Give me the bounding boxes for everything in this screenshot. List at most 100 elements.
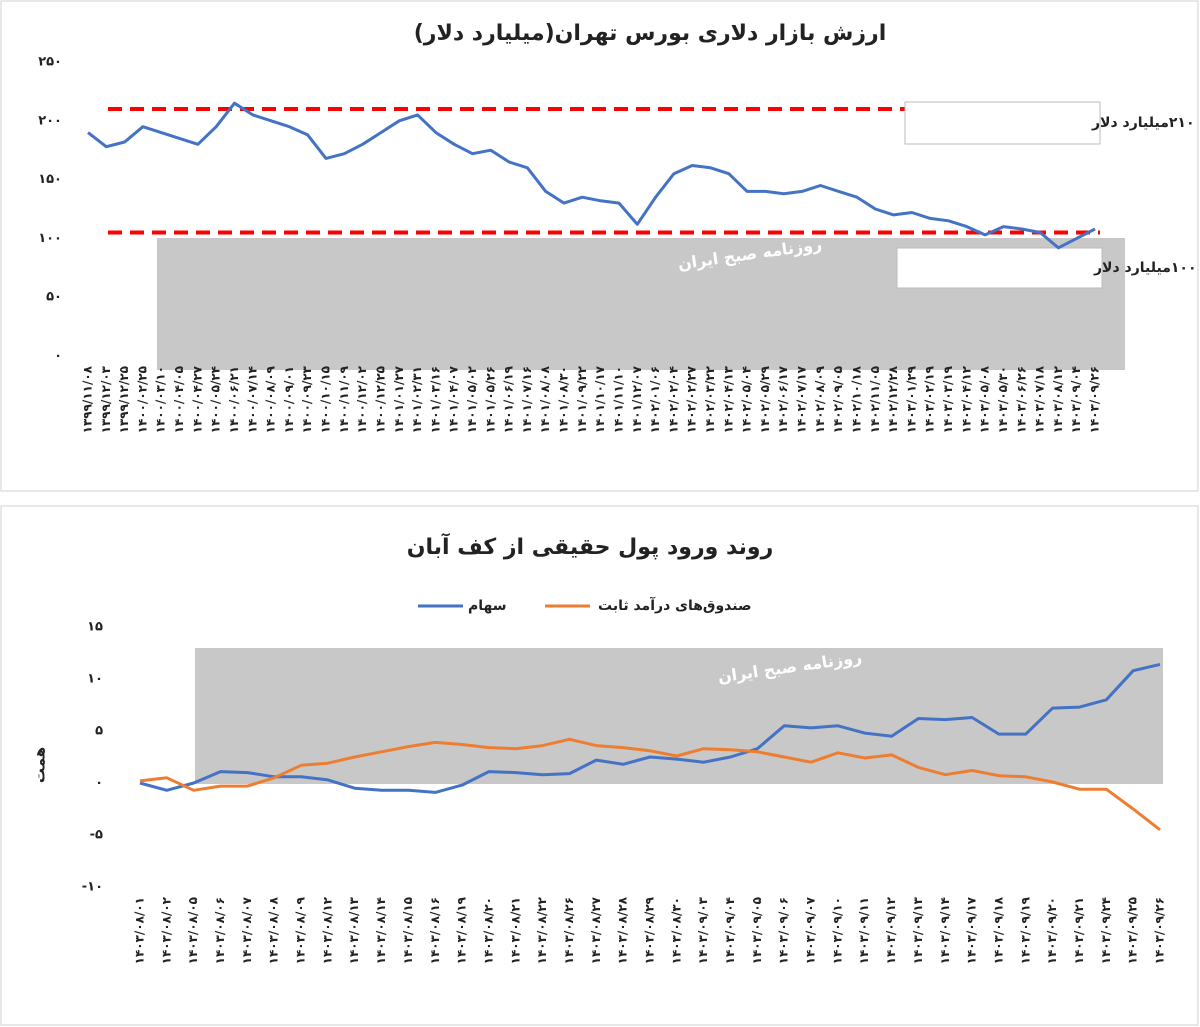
x-tick-label: ۱۴۰۱/۰۴/۰۷ bbox=[447, 365, 461, 433]
x-tick-label: ۱۴۰۳/۰۹/۰۵ bbox=[750, 897, 764, 964]
x-tick-label: ۱۴۰۰/۰۴/۲۷ bbox=[190, 365, 204, 433]
x-tick-label: ۱۴۰۳/۰۸/۰۱ bbox=[133, 897, 147, 964]
y-tick-label: ۰ bbox=[54, 349, 62, 364]
y-tick-label: ۱۵ bbox=[87, 620, 103, 635]
x-tick-label: ۱۴۰۲/۰۲/۰۴ bbox=[666, 366, 680, 433]
x-tick-label: ۱۴۰۰/۱۰/۱۵ bbox=[319, 366, 333, 433]
x-tick-label: ۱۴۰۰/۰۲/۲۵ bbox=[135, 366, 149, 433]
x-tick-label: ۱۴۰۳/۰۸/۱۴ bbox=[374, 897, 388, 964]
line-series bbox=[139, 662, 1161, 794]
x-tick-label: ۱۴۰۲/۱۲/۲۸ bbox=[886, 365, 900, 433]
x-tick-label: ۱۴۰۳/۰۹/۱۰ bbox=[830, 897, 844, 964]
x-tick-label: ۱۴۰۳/۰۸/۳۰ bbox=[669, 897, 683, 964]
legend-label: صندوق‌های درآمد ثابت bbox=[598, 596, 751, 614]
annotation-box bbox=[904, 101, 1101, 145]
x-tick-label: ۱۴۰۰/۱۲/۰۲ bbox=[355, 365, 369, 433]
x-tick-label: ۱۴۰۳/۰۹/۱۷ bbox=[965, 896, 979, 964]
x-tick-label: ۱۴۰۱/۰۲/۳۱ bbox=[410, 366, 424, 433]
x-tick-label: ۱۴۰۳/۰۸/۲۱ bbox=[508, 897, 522, 964]
x-tick-label: ۱۴۰۳/۰۸/۲۰ bbox=[481, 897, 495, 964]
x-tick-label: ۱۴۰۳/۰۶/۲۶ bbox=[1014, 366, 1028, 433]
watermark-band bbox=[195, 648, 1163, 784]
x-tick-label: ۱۴۰۳/۰۸/۲۶ bbox=[562, 897, 576, 964]
y-tick-label: ۵۰ bbox=[46, 290, 62, 305]
x-tick-label: ۱۴۰۳/۰۸/۱۶ bbox=[428, 897, 442, 964]
x-tick-label: ۱۴۰۳/۰۹/۰۴ bbox=[1069, 366, 1083, 433]
x-tick-label: ۱۴۰۰/۱۲/۲۵ bbox=[373, 366, 387, 433]
y-tick-label: ۲۵۰ bbox=[38, 55, 62, 70]
x-tick-label: ۱۴۰۰/۱۱/۰۹ bbox=[337, 365, 351, 433]
x-tick-label: ۱۴۰۳/۰۹/۰۳ bbox=[696, 896, 710, 964]
x-tick-label: ۱۴۰۰/۰۸/۰۹ bbox=[264, 365, 278, 433]
x-tick-label: ۱۴۰۰/۰۵/۲۴ bbox=[209, 366, 223, 433]
chart-title: روند ورود پول حقیقی از کف آبان bbox=[407, 532, 774, 560]
x-tick-label: ۱۴۰۳/۰۵/۳۰ bbox=[996, 366, 1010, 433]
x-tick-label: ۱۴۰۲/۰۹/۰۵ bbox=[831, 366, 845, 433]
x-tick-label: ۱۴۰۳/۰۲/۱۹ bbox=[923, 365, 937, 433]
x-tick-label: ۱۴۰۱/۰۶/۱۹ bbox=[502, 365, 516, 433]
x-tick-label: ۱۴۰۲/۰۸/۰۹ bbox=[813, 365, 827, 433]
x-tick-label: ۱۴۰۳/۰۹/۰۶ bbox=[777, 897, 791, 964]
x-tick-label: ۱۳۹۹/۱۲/۰۳ bbox=[99, 365, 113, 433]
y-tick-label: ۰ bbox=[95, 776, 103, 791]
x-tick-label: ۱۴۰۱/۰۹/۲۲ bbox=[575, 365, 589, 433]
x-tick-label: ۱۴۰۳/۰۸/۰۸ bbox=[267, 896, 281, 964]
x-tick-label: ۱۴۰۳/۰۹/۱۳ bbox=[911, 896, 925, 964]
chart-title: ارزش بازار دلاری بورس تهران(میلیارد دلار… bbox=[414, 21, 887, 46]
x-tick-label: ۱۴۰۲/۱۱/۰۵ bbox=[868, 366, 882, 433]
x-tick-label: ۱۴۰۳/۰۳/۱۹ bbox=[941, 365, 955, 433]
x-tick-label: ۱۴۰۳/۰۹/۲۰ bbox=[1045, 897, 1059, 964]
x-tick-label: ۱۴۰۲/۰۷/۱۷ bbox=[795, 365, 809, 433]
x-tick-label: ۱۴۰۳/۰۸/۱۲ bbox=[1051, 365, 1065, 433]
x-tick-label: ۱۳۹۹/۱۱/۰۸ bbox=[81, 365, 95, 433]
annotation: ۱۰۰میلیارد دلار bbox=[1093, 260, 1197, 276]
line-series bbox=[139, 737, 1161, 831]
y-axis-title: همت bbox=[31, 747, 49, 783]
x-tick-label: ۱۴۰۳/۰۷/۱۸ bbox=[1033, 365, 1047, 433]
x-tick-label: ۱۴۰۰/۰۶/۲۱ bbox=[227, 366, 241, 433]
x-tick-label: ۱۴۰۳/۰۸/۱۲ bbox=[320, 896, 334, 964]
x-tick-label: ۱۴۰۱/۰۸/۰۸ bbox=[538, 365, 552, 433]
x-tick-label: ۱۴۰۳/۰۸/۰۹ bbox=[294, 896, 308, 964]
x-tick-label: ۱۴۰۲/۰۶/۱۷ bbox=[776, 365, 790, 433]
y-tick-label: -۵ bbox=[90, 828, 103, 843]
x-tick-label: ۱۴۰۲/۰۳/۲۲ bbox=[703, 365, 717, 433]
y-tick-label: ۵ bbox=[95, 724, 103, 739]
x-tick-label: ۱۴۰۳/۰۸/۱۹ bbox=[455, 896, 469, 964]
x-tick-label: ۱۴۰۳/۰۸/۲۹ bbox=[643, 896, 657, 964]
x-tick-label: ۱۴۰۱/۱۰/۱۷ bbox=[593, 365, 607, 433]
x-tick-label: ۱۴۰۳/۰۹/۲۱ bbox=[1072, 897, 1086, 964]
x-tick-label: ۱۴۰۳/۰۹/۰۴ bbox=[723, 897, 737, 964]
x-tick-label: ۱۴۰۲/۱۰/۱۸ bbox=[849, 365, 863, 433]
x-tick-label: ۱۴۰۳/۰۸/۲۷ bbox=[589, 896, 603, 964]
y-tick-label: ۲۰۰ bbox=[38, 113, 62, 128]
x-tick-label: ۱۴۰۳/۰۹/۱۱ bbox=[857, 897, 871, 964]
x-tick-label: ۱۴۰۱/۱۱/۱۰ bbox=[611, 366, 625, 433]
x-tick-label: ۱۴۰۳/۰۹/۲۴ bbox=[1099, 897, 1113, 964]
x-tick-label: ۱۴۰۱/۰۱/۲۷ bbox=[392, 365, 406, 433]
x-tick-label: ۱۴۰۳/۰۸/۲۲ bbox=[535, 896, 549, 964]
x-tick-label: ۱۴۰۰/۰۷/۱۴ bbox=[245, 366, 259, 433]
x-tick-label: ۱۴۰۳/۰۵/۰۸ bbox=[978, 365, 992, 433]
x-tick-label: ۱۴۰۲/۰۵/۲۹ bbox=[758, 365, 772, 433]
x-tick-label: ۱۴۰۳/۰۹/۱۹ bbox=[1018, 896, 1032, 964]
x-tick-label: ۱۴۰۰/۰۳/۱۰ bbox=[154, 366, 168, 433]
x-tick-label: ۱۴۰۳/۰۱/۲۹ bbox=[904, 365, 918, 433]
x-tick-label: ۱۴۰۳/۰۸/۱۳ bbox=[347, 896, 361, 964]
x-tick-label: ۱۴۰۳/۰۸/۰۲ bbox=[159, 896, 173, 964]
x-tick-label: ۱۴۰۲/۰۱/۰۶ bbox=[648, 366, 662, 433]
x-tick-label: ۱۴۰۰/۰۴/۰۵ bbox=[172, 366, 186, 433]
x-tick-label: ۱۴۰۱/۰۷/۱۶ bbox=[520, 366, 534, 433]
x-tick-label: ۱۴۰۳/۰۹/۲۶ bbox=[1153, 897, 1167, 964]
x-tick-label: ۱۴۰۳/۰۴/۱۲ bbox=[959, 365, 973, 433]
x-tick-label: ۱۴۰۱/۱۲/۰۷ bbox=[630, 365, 644, 433]
y-tick-label: ۱۵۰ bbox=[38, 172, 62, 187]
x-tick-label: ۱۴۰۱/۰۵/۰۲ bbox=[465, 365, 479, 433]
x-tick-label: ۱۴۰۰/۰۹/۰۱ bbox=[282, 366, 296, 433]
x-tick-label: ۱۴۰۳/۰۹/۰۷ bbox=[804, 896, 818, 964]
x-tick-label: ۱۴۰۲/۰۲/۲۷ bbox=[685, 365, 699, 433]
y-tick-label: ۱۰ bbox=[87, 672, 103, 687]
y-tick-label: ۱۰۰ bbox=[38, 231, 62, 246]
x-tick-label: ۱۴۰۳/۰۸/۱۵ bbox=[401, 897, 415, 964]
